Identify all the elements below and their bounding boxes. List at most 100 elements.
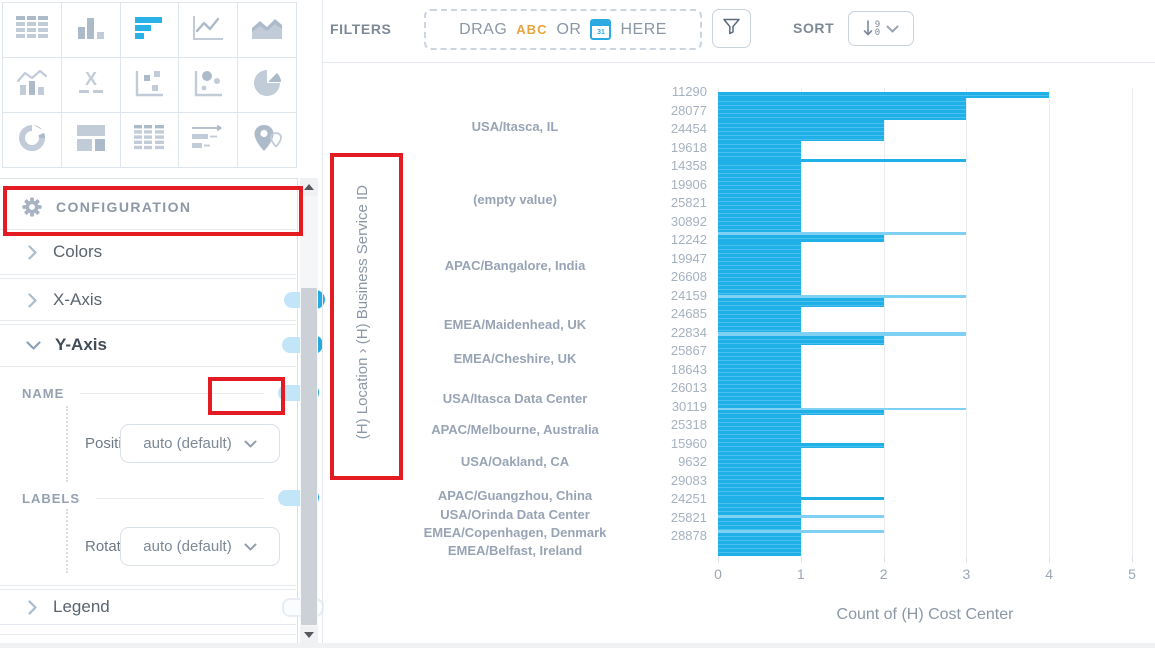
filters-label: FILTERS [330,21,392,37]
sort-digit-top: 9 [874,19,881,30]
y-category-label: 19947 [670,250,707,266]
chart-type-bubble-chart[interactable] [179,58,238,112]
scatter-plot-icon [134,69,164,102]
scroll-down-button[interactable] [300,626,318,644]
section-legend[interactable]: Legend [0,590,339,624]
bar-segment [718,530,884,533]
chart-type-horizontal-bar-chart[interactable] [120,3,179,57]
tick-mark-3 [966,557,968,562]
y-category-label: 29083 [670,472,707,488]
chart-type-pie-chart[interactable] [238,58,296,112]
section-colors-label: Colors [53,242,103,261]
bar-segment [718,159,967,163]
y-group-label: USA/Itasca Data Center [442,391,588,406]
bubble-chart-icon [193,69,223,102]
section-x-axis[interactable]: X-Axis [0,279,341,321]
chevron-down-icon [244,440,257,448]
x-tick-label-0: 0 [714,566,722,582]
tick-mark-5 [1132,557,1133,562]
chevron-right-icon [28,244,37,260]
bar-segment [718,162,801,233]
annotation-box-y-axis-title [330,153,403,480]
sort-label: SORT [793,20,835,36]
y-group-label: (empty value) [473,192,557,207]
chart-type-timeline-bars[interactable] [179,113,238,167]
chart-type-table-report[interactable] [3,3,61,57]
dropzone-here-text: HERE [620,20,667,38]
chart-type-scatter-plot[interactable] [120,58,179,112]
funnel-icon [721,16,742,42]
bar-segment [718,443,884,448]
chart-type-map-pins[interactable] [238,113,296,167]
chart-type-score-text[interactable]: X [61,58,120,112]
y-group-label: EMEA/Maidenhead, UK [443,317,587,332]
chart-type-donut-chart[interactable] [3,113,61,167]
table-report-icon [15,15,49,46]
y-category-label: 28077 [670,102,707,118]
sort-dropdown-button[interactable]: 9 0 [848,11,914,46]
chart-type-pivot-table[interactable] [120,113,179,167]
chart-type-combo-chart[interactable] [3,58,61,112]
y-category-label: 15960 [670,435,707,451]
tick-mark-4 [1049,557,1051,562]
gridline-x-1 [800,88,802,557]
filter-button[interactable] [712,9,751,48]
y-category-label: 19906 [670,176,707,192]
bar-segment [718,500,801,515]
map-pins-icon [252,123,282,158]
y-group-label: APAC/Melbourne, Australia [431,422,599,437]
y-group-label: EMEA/Cheshire, UK [453,351,577,366]
x-tick-label-3: 3 [962,566,971,582]
y-category-label: 11290 [671,84,707,100]
bar-segment [718,518,801,530]
y-category-label: 9632 [678,454,707,470]
bar-segment [718,242,801,295]
config-scrollbar[interactable] [300,178,318,644]
horizontal-bar-chart-icon [134,16,164,45]
chart-type-column-chart[interactable] [61,3,120,57]
chart-type-layout-blocks[interactable] [61,113,120,167]
y-category-label: 14358 [670,158,707,174]
horizontal-scrollbar[interactable] [0,643,1155,648]
y-category-label: 25821 [670,195,707,211]
scrollbar-thumb[interactable] [301,288,317,625]
section-colors[interactable]: Colors [0,230,324,274]
y-category-label: 25821 [670,509,707,525]
rotation-dropdown[interactable]: auto (default) [120,527,280,566]
bar-segment [718,415,801,444]
chart-type-area-chart[interactable] [238,3,296,57]
gridline-x-2 [883,88,885,557]
chart-type-line-chart[interactable] [179,3,238,57]
y-category-label: 24454 [670,121,707,137]
abc-field-icon: ABC [516,22,548,37]
y-group-label: EMEA/Copenhagen, Denmark [423,525,607,540]
area-chart-icon [251,16,283,45]
section-y-axis[interactable]: Y-Axis [0,325,339,365]
tick-mark-0 [718,557,719,562]
bar-segment [718,307,801,332]
rule-line [80,392,264,394]
calendar-day-text: 31 [597,28,605,36]
bar-segment [718,331,967,336]
bar-segment [718,91,1050,99]
filter-dropzone[interactable]: DRAG ABC OR 31 HERE [424,9,702,50]
y-group-label: USA/Oakland, CA [460,454,570,469]
y-category-label: 28878 [670,528,707,544]
chevron-right-icon [28,292,37,308]
bar-segment [718,515,884,519]
x-tick-label-1: 1 [796,566,805,582]
line-chart-icon [192,15,224,46]
y-category-label: 12242 [670,232,707,248]
configuration-title: CONFIGURATION [56,199,192,215]
combo-chart-icon [16,69,48,102]
scroll-up-button[interactable] [300,178,318,196]
chart-type-grid: X [2,2,297,168]
column-chart-icon [76,15,106,46]
position-dropdown[interactable]: auto (default) [120,424,280,463]
bar-segment [718,141,801,159]
y-category-label: 22834 [670,324,707,340]
x-axis-title: Count of (H) Cost Center [836,606,1014,623]
svg-text:X: X [85,69,97,89]
y-category-label: 18643 [670,361,707,377]
